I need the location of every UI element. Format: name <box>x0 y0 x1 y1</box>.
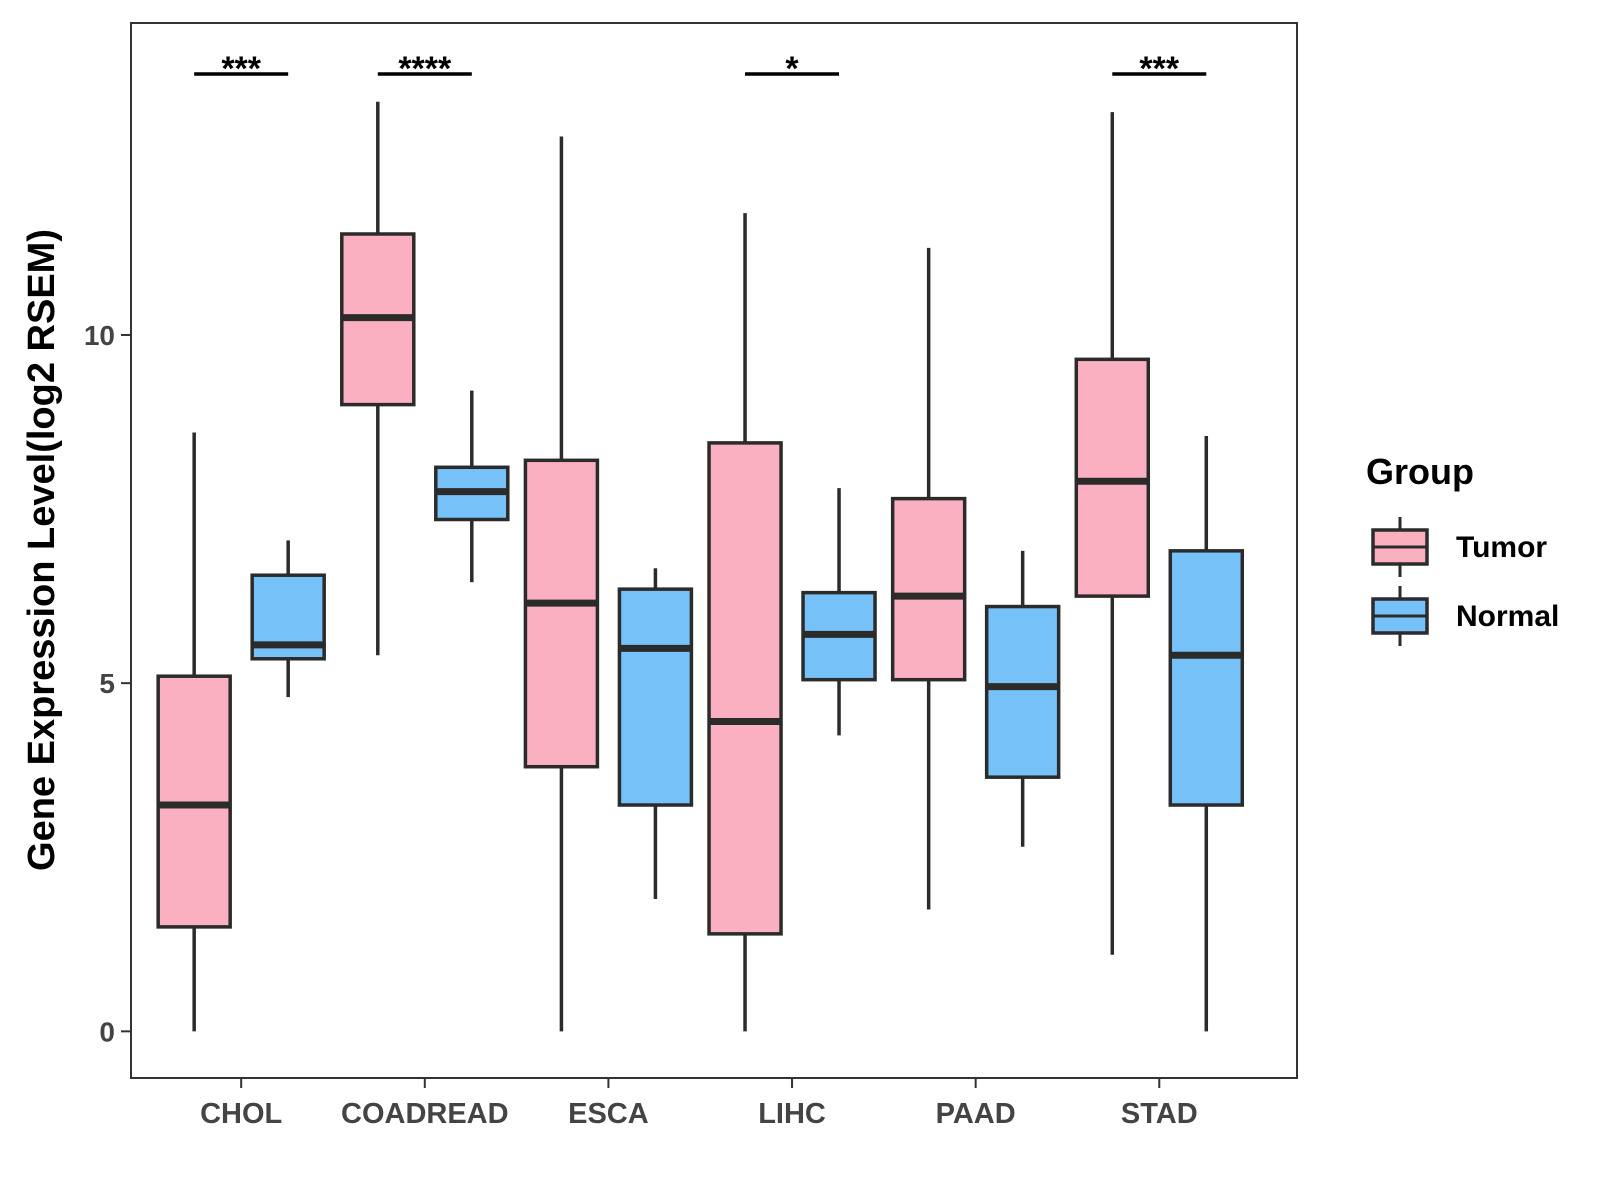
y-tick-label: 0 <box>99 1016 115 1047</box>
legend-label: Tumor <box>1456 531 1547 564</box>
sig-label: *** <box>221 50 261 88</box>
iqr-box <box>890 496 967 682</box>
box-normal-coadread <box>434 390 510 583</box>
box-tumor-stad <box>1074 112 1151 955</box>
iqr-box <box>707 441 783 936</box>
legend-entry-tumor: Tumor <box>1371 517 1547 577</box>
boxes-layer <box>156 101 1245 1032</box>
box-normal-chol <box>250 540 326 698</box>
iqr-box <box>984 604 1061 779</box>
box-normal-lihc <box>801 488 877 736</box>
x-tick-label: STAD <box>1121 1098 1198 1130</box>
sig-stad: *** <box>1112 50 1207 88</box>
x-tick-label: LIHC <box>758 1098 826 1130</box>
iqr-box <box>523 458 600 769</box>
box-normal-stad <box>1168 435 1245 1032</box>
y-tick-label: 5 <box>99 668 115 699</box>
sig-label: **** <box>398 50 452 88</box>
box-normal-paad <box>984 550 1061 847</box>
sig-chol: *** <box>194 50 289 88</box>
sig-label: *** <box>1139 50 1179 88</box>
box-tumor-lihc <box>707 213 783 1032</box>
y-tick-label: 10 <box>84 320 115 351</box>
sig-coadread: **** <box>377 50 472 88</box>
box-tumor-esca <box>523 136 600 1032</box>
y-axis-title: Gene Expression Level(log2 RSEM) <box>21 229 63 871</box>
x-tick-label: CHOL <box>200 1098 282 1130</box>
box-normal-esca <box>617 568 694 900</box>
x-tick-label: ESCA <box>568 1098 649 1130</box>
box-tumor-paad <box>890 247 967 910</box>
significance-layer: *** **** * *** <box>194 50 1207 88</box>
y-axis: 0 5 10 <box>84 320 131 1047</box>
iqr-box <box>1168 549 1245 807</box>
iqr-box <box>617 587 694 807</box>
sig-label: * <box>785 50 799 88</box>
sig-lihc: * <box>745 50 840 88</box>
box-tumor-chol <box>156 432 232 1032</box>
legend: Group Tumor Normal <box>1366 451 1559 646</box>
legend-title: Group <box>1366 451 1474 492</box>
x-tick-label: COADREAD <box>341 1098 509 1130</box>
legend-entry-normal: Normal <box>1371 586 1559 646</box>
x-tick-label: PAAD <box>936 1098 1016 1130</box>
box-tumor-coadread <box>340 101 416 656</box>
x-axis: CHOL COADREAD ESCA LIHC PAAD STAD <box>200 1078 1198 1130</box>
legend-label: Normal <box>1456 600 1559 633</box>
